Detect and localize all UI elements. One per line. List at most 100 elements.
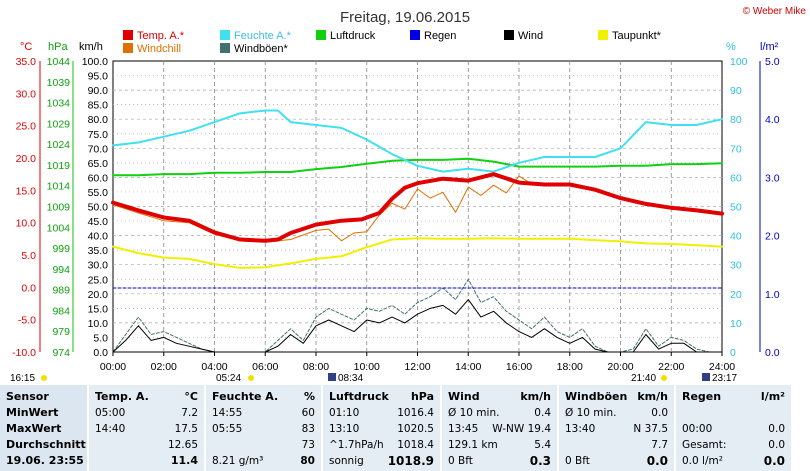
weather-chart: Freitag, 19.06.2015 © Weber Mike Temp. A… — [10, 6, 807, 384]
series-line-luftdruck — [112, 157, 723, 177]
wind-tick-label: 60.0 — [88, 172, 109, 184]
axes: 35.0 30.0 25.0 20.0 15.0 10.0 5.0 0.0 -5.0 -10.0 1… — [12, 56, 780, 359]
wind-tick-label: 0.0 — [93, 347, 108, 359]
x-tick-label: 22:00 — [658, 361, 684, 373]
series-line-taupunkt — [112, 237, 723, 269]
legend-swatch — [220, 43, 230, 53]
stat-value: 0.3 — [529, 454, 551, 468]
grid — [112, 60, 723, 353]
temp-tick-label: 0.0 — [21, 282, 36, 294]
legend-label: Temp. A.* — [137, 30, 185, 42]
wind-tick-label: 45.0 — [88, 216, 109, 228]
stat-time: Gesamt: — [682, 439, 727, 451]
pressure-tick-label: 999 — [52, 243, 70, 255]
stat-value: 7.7 — [651, 439, 668, 451]
stat-value: 12.65 — [167, 439, 198, 451]
stat-value: 7.2 — [181, 407, 198, 419]
wind-tick-label: 95.0 — [88, 71, 109, 83]
rain-tick-label: 4.0 — [765, 114, 780, 126]
wind-tick-label: 5.0 — [93, 332, 108, 344]
temp-tick-label: -5.0 — [18, 315, 36, 327]
temp-tick-label: 5.0 — [21, 250, 36, 262]
temp-tick-label: 35.0 — [16, 56, 37, 68]
rain-tick-label: 2.0 — [765, 231, 780, 243]
pressure-tick-label: 1044 — [47, 56, 71, 68]
wind-tick-label: 30.0 — [88, 260, 109, 272]
stat-value: 0.0 — [768, 439, 785, 451]
pressure-tick-label: 1019 — [47, 160, 71, 172]
pressure-unit: hPa — [410, 390, 434, 403]
humidity-column: Feuchte A.% 14:55 60 05:55 83 73 8.21 g/m³… — [206, 385, 322, 471]
chart-title: Freitag, 19.06.2015 — [340, 9, 470, 26]
stat-time: 13:10 — [329, 423, 360, 435]
sensor-header: Sensor — [6, 390, 49, 403]
wind-tick-label: 70.0 — [88, 143, 109, 155]
stat-time: 05:00 — [95, 407, 126, 419]
wind-tick-label: 20.0 — [88, 289, 109, 301]
stat-value: 1016.4 — [397, 407, 434, 419]
stat-value: 1020.5 — [397, 423, 434, 435]
rain-tick-label: 5.0 — [765, 56, 780, 68]
moonrise-icon — [328, 373, 336, 381]
x-tick-label: 06:00 — [252, 361, 278, 373]
temp-tick-label: 20.0 — [16, 153, 37, 165]
sunset-icon — [661, 375, 667, 381]
legend-swatch — [410, 30, 420, 40]
humidity-tick-label: 10 — [730, 318, 742, 330]
gusts-unit: km/h — [637, 390, 668, 403]
pressure-tick-label: 1029 — [47, 118, 71, 130]
credit-text[interactable]: © Weber Mike — [743, 6, 807, 17]
humidity-tick-label: 70 — [730, 143, 742, 155]
rain-column: Regen l/m² 00:00 0.0 Gesamt: 0.0 0.0 l/m² 0.… — [676, 385, 792, 471]
stat-value: 1018.4 — [397, 439, 434, 451]
wind-tick-label: 55.0 — [88, 187, 109, 199]
wind-tick-label: 90.0 — [88, 85, 109, 97]
wind-tick-label: 25.0 — [88, 274, 109, 286]
stat-time: Ø 10 min. — [448, 407, 500, 419]
wind-unit-label: km/h — [79, 41, 103, 53]
x-tick-label: 24:00 — [709, 361, 735, 373]
pressure-tick-label: 979 — [52, 326, 70, 338]
sun-moon-markers: 16:15 05:24 08:34 21:40 23:17 — [10, 373, 737, 384]
x-tick-label: 14:00 — [455, 361, 481, 373]
stat-value: 5.4 — [534, 439, 551, 451]
legend-swatch — [123, 43, 133, 53]
humidity-tick-label: 50 — [730, 202, 742, 214]
wind-tick-label: 65.0 — [88, 158, 109, 170]
x-tick-label: 18:00 — [557, 361, 583, 373]
moonrise-label: 08:34 — [338, 373, 363, 384]
gusts-column: Windböen km/h Ø 10 min. 0.0 13:40 N 37.5 7.… — [559, 385, 675, 471]
wind-tick-label: 100.0 — [82, 56, 108, 68]
left-time-label: 16:15 — [10, 373, 35, 384]
rain-unit-label: l/m² — [760, 41, 779, 53]
wind-tick-label: 80.0 — [88, 114, 109, 126]
humidity-tick-label: 60 — [730, 172, 742, 184]
pressure-tick-label: 989 — [52, 285, 70, 297]
temp-unit: °C — [184, 390, 198, 403]
sunrise-label: 05:24 — [216, 373, 241, 384]
legend-swatch — [123, 30, 133, 40]
stat-time: 14:55 — [212, 407, 243, 419]
legend-label: Regen — [424, 30, 456, 42]
sunrise-icon — [248, 375, 254, 381]
legend-swatch — [504, 30, 514, 40]
stat-value: 0.0 — [651, 407, 668, 419]
humidity-tick-label: 30 — [730, 260, 742, 272]
humidity-header: Feuchte A. — [212, 390, 279, 403]
x-tick-label: 00:00 — [100, 361, 126, 373]
stat-time: 13:40 — [565, 423, 596, 435]
stat-value: 83 — [301, 423, 315, 435]
stat-value: N 37.5 — [633, 423, 668, 435]
stat-value: 73 — [301, 439, 315, 451]
temp-column: Temp. A. °C 05:00 7.2 14:40 17.5 12.65 11.4 — [89, 385, 205, 471]
moonset-icon — [702, 373, 710, 381]
wind-tick-label: 85.0 — [88, 100, 109, 112]
wind-tick-label: 35.0 — [88, 245, 109, 257]
stat-value: 60 — [301, 407, 315, 419]
series — [111, 109, 724, 353]
stat-time: ^1.7hPa/h — [329, 439, 384, 451]
pressure-tick-label: 1004 — [47, 222, 71, 234]
pressure-tick-label: 1014 — [47, 181, 71, 193]
plot-area — [112, 60, 723, 353]
moonset-label: 23:17 — [712, 373, 737, 384]
